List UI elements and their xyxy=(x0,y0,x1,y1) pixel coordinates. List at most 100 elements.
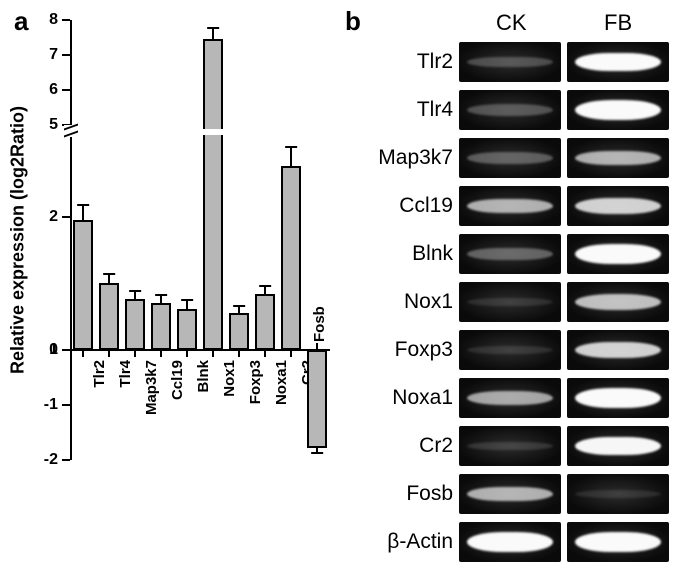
gene-label: Ccl19 xyxy=(345,194,459,218)
band xyxy=(575,294,661,309)
gel-row: Map3k7 xyxy=(345,138,677,178)
x-tick xyxy=(264,350,266,357)
band xyxy=(575,342,661,358)
x-tick-label: Map3k7 xyxy=(143,360,160,430)
gene-label: Fosb xyxy=(345,482,459,506)
lane-pair xyxy=(459,234,669,274)
y-tick xyxy=(62,19,70,21)
lane-pair xyxy=(459,138,669,178)
y-tick-label: 8 xyxy=(49,11,58,29)
x-tick-label: Blnk xyxy=(195,360,212,430)
error-cap xyxy=(259,285,271,287)
error-cap xyxy=(311,452,323,454)
bar-break xyxy=(203,129,223,135)
y-tick-label: 5 xyxy=(49,116,58,134)
lane-pair xyxy=(459,42,669,82)
y-axis-title: Relative expression (log2Ratio) xyxy=(8,106,29,374)
band xyxy=(467,298,553,306)
panel-b: b CKFBTlr2Tlr4Map3k7Ccl19BlnkNox1Foxp3No… xyxy=(345,0,685,576)
x-tick xyxy=(238,350,240,357)
error-cap xyxy=(155,294,167,296)
error-cap xyxy=(103,273,115,275)
lane-ck xyxy=(459,138,561,178)
bar xyxy=(125,299,145,350)
bar-chart: Relative expression (log2Ratio) 5678120-… xyxy=(70,20,330,460)
y-tick xyxy=(62,54,70,56)
y-axis-line xyxy=(70,20,72,460)
lane-pair xyxy=(459,426,669,466)
error-cap xyxy=(181,299,193,301)
error-cap xyxy=(129,290,141,292)
y-tick xyxy=(62,404,70,406)
lane-ck xyxy=(459,378,561,418)
error-bar xyxy=(82,204,84,220)
lane-ck xyxy=(459,330,561,370)
gel-row: Nox1 xyxy=(345,282,677,322)
lane-pair xyxy=(459,186,669,226)
lane-ck xyxy=(459,234,561,274)
band xyxy=(575,532,661,552)
lane-pair xyxy=(459,330,669,370)
gel-row: Tlr4 xyxy=(345,90,677,130)
gel-row: Blnk xyxy=(345,234,677,274)
panel-b-label: b xyxy=(345,6,361,37)
gel-row: β-Actin xyxy=(345,522,677,562)
bar xyxy=(307,350,327,448)
bar xyxy=(177,309,197,350)
bar xyxy=(73,220,93,350)
x-tick xyxy=(134,350,136,357)
lane-pair xyxy=(459,282,669,322)
band xyxy=(467,487,553,501)
column-header: FB xyxy=(604,10,632,36)
gene-label: Noxa1 xyxy=(345,386,459,410)
x-tick xyxy=(160,350,162,357)
gene-label: Tlr2 xyxy=(345,50,459,74)
y-tick xyxy=(62,459,70,461)
x-tick xyxy=(212,350,214,357)
gel-row: Noxa1 xyxy=(345,378,677,418)
gene-label: Nox1 xyxy=(345,290,459,314)
x-tick-label: Noxa1 xyxy=(273,360,290,430)
band xyxy=(575,198,661,214)
lane-fb xyxy=(567,282,669,322)
lane-fb xyxy=(567,378,669,418)
band xyxy=(467,104,553,115)
y-tick-label: 7 xyxy=(49,46,58,64)
lane-pair xyxy=(459,474,669,514)
x-tick xyxy=(316,343,318,350)
error-cap xyxy=(207,27,219,29)
error-cap xyxy=(233,305,245,307)
band xyxy=(467,248,553,261)
lane-ck xyxy=(459,522,561,562)
y-tick xyxy=(62,216,70,218)
y-tick-label: -1 xyxy=(44,396,58,414)
band xyxy=(575,490,661,498)
band xyxy=(575,388,661,408)
lane-fb xyxy=(567,234,669,274)
gel-row: Foxp3 xyxy=(345,330,677,370)
gene-label: β-Actin xyxy=(345,530,459,554)
lane-fb xyxy=(567,138,669,178)
x-tick xyxy=(82,350,84,357)
band xyxy=(575,100,661,119)
gene-label: Cr2 xyxy=(345,434,459,458)
error-cap xyxy=(285,146,297,148)
lane-fb xyxy=(567,522,669,562)
lane-fb xyxy=(567,426,669,466)
y-tick-label: -2 xyxy=(44,451,58,469)
band xyxy=(575,151,661,165)
band xyxy=(575,437,661,455)
lane-fb xyxy=(567,330,669,370)
band xyxy=(467,391,553,405)
lane-ck xyxy=(459,186,561,226)
x-tick-label: Fosb xyxy=(311,272,328,342)
lane-fb xyxy=(567,42,669,82)
band xyxy=(467,442,553,450)
lane-pair xyxy=(459,90,669,130)
band xyxy=(575,244,661,264)
bar xyxy=(151,303,171,350)
gel-row: Fosb xyxy=(345,474,677,514)
band xyxy=(467,532,553,552)
band xyxy=(467,152,553,164)
lane-pair xyxy=(459,522,669,562)
